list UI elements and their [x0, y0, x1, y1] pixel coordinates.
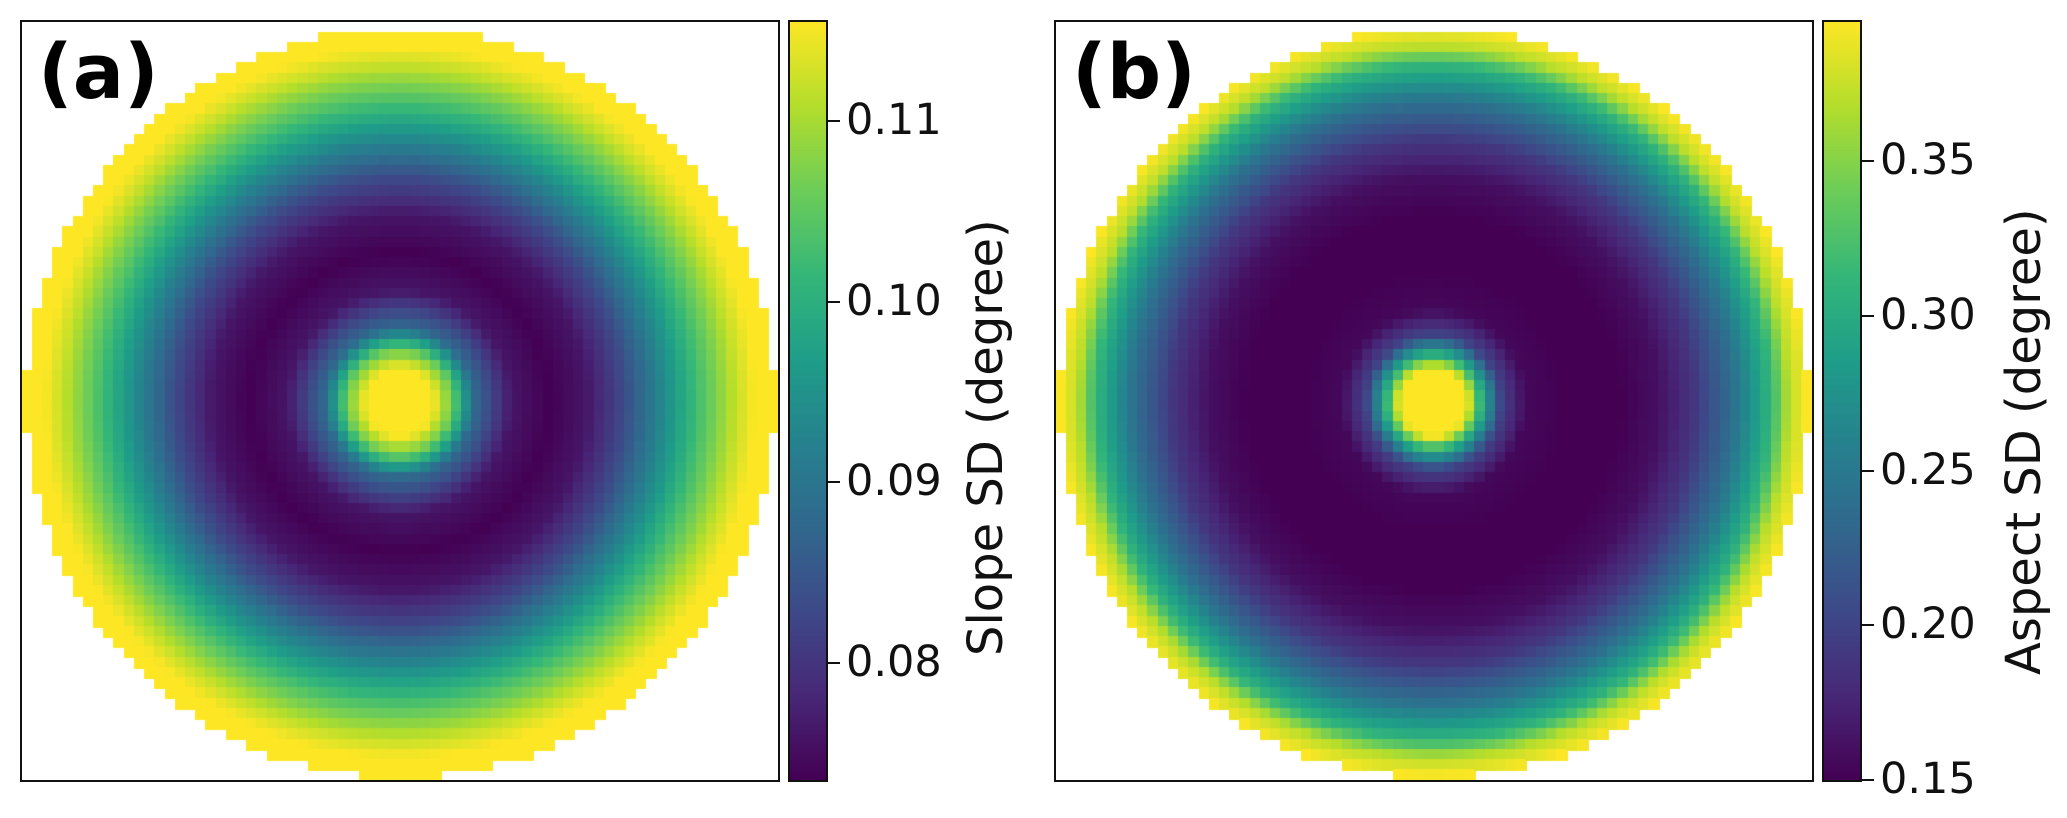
- colorbar-tick-mark: [828, 300, 840, 303]
- colorbar-a-label: Slope SD (degree): [958, 219, 1014, 656]
- colorbar-tick-label: 0.25: [1880, 444, 1976, 495]
- panel-label-a: (a): [38, 27, 159, 116]
- colorbar-tick-label: 0.08: [846, 636, 942, 687]
- colorbar-a: [788, 20, 828, 782]
- heatmap-b: [1056, 22, 1812, 780]
- colorbar-tick-mark: [1862, 160, 1874, 163]
- colorbar-tick-label: 0.09: [846, 456, 942, 507]
- colorbar-b-label: Aspect SD (degree): [1996, 208, 2052, 675]
- colorbar-tick-label: 0.10: [846, 275, 942, 326]
- colorbar-tick-mark: [1862, 314, 1874, 317]
- heatmap-a: [22, 22, 778, 780]
- colorbar-tick-mark: [1862, 624, 1874, 627]
- colorbar-tick-mark: [828, 120, 840, 123]
- colorbar-tick-label: 0.15: [1880, 754, 1976, 804]
- colorbar-tick-label: 0.35: [1880, 135, 1976, 186]
- colorbar-tick-label: 0.11: [846, 95, 942, 146]
- colorbar-tick-mark: [1862, 469, 1874, 472]
- colorbar-tick-mark: [828, 481, 840, 484]
- colorbar-tick-label: 0.30: [1880, 289, 1976, 340]
- panel-label-b: (b): [1072, 27, 1196, 116]
- colorbar-tick-mark: [1862, 779, 1874, 781]
- colorbar-tick-mark: [828, 661, 840, 664]
- colorbar-b: [1822, 20, 1862, 782]
- colorbar-tick-label: 0.20: [1880, 599, 1976, 650]
